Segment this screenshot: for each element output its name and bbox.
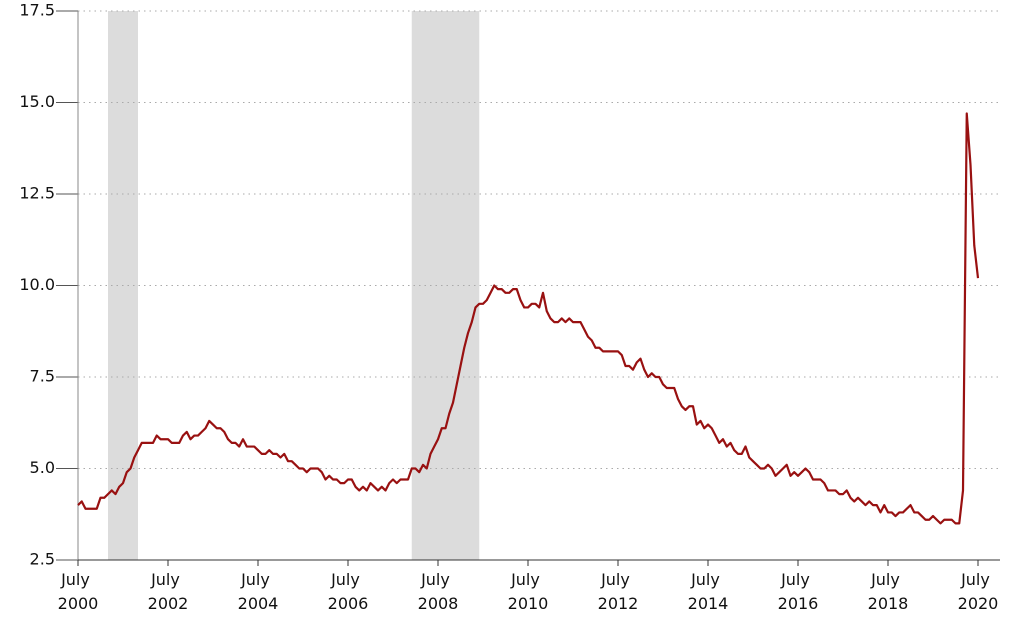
x-tick-label: July 2016	[778, 570, 819, 613]
x-tick-label: July 2002	[148, 570, 189, 613]
y-tick-label: 15.0	[19, 92, 55, 111]
y-tick-label: 17.5	[19, 1, 55, 20]
x-tick-label: July 2010	[508, 570, 549, 613]
y-tick-label: 12.5	[19, 184, 55, 203]
data-line	[77, 112, 980, 525]
y-tick-label: 7.5	[30, 367, 55, 386]
x-tick-label: July 2006	[328, 570, 369, 613]
x-tick-label: July 2018	[868, 570, 909, 613]
x-tick-label: July 2000	[58, 570, 99, 613]
x-tick-label: July 2014	[688, 570, 729, 613]
x-tick-label: July 2020	[958, 570, 999, 613]
x-tick-label: July 2004	[238, 570, 279, 613]
y-tick-label: 5.0	[30, 458, 55, 477]
recession-band	[411, 11, 480, 560]
x-tick-label: July 2012	[598, 570, 639, 613]
y-tick-label: 2.5	[30, 550, 55, 569]
y-tick-label: 10.0	[19, 275, 55, 294]
x-tick-label: July 2008	[418, 570, 459, 613]
